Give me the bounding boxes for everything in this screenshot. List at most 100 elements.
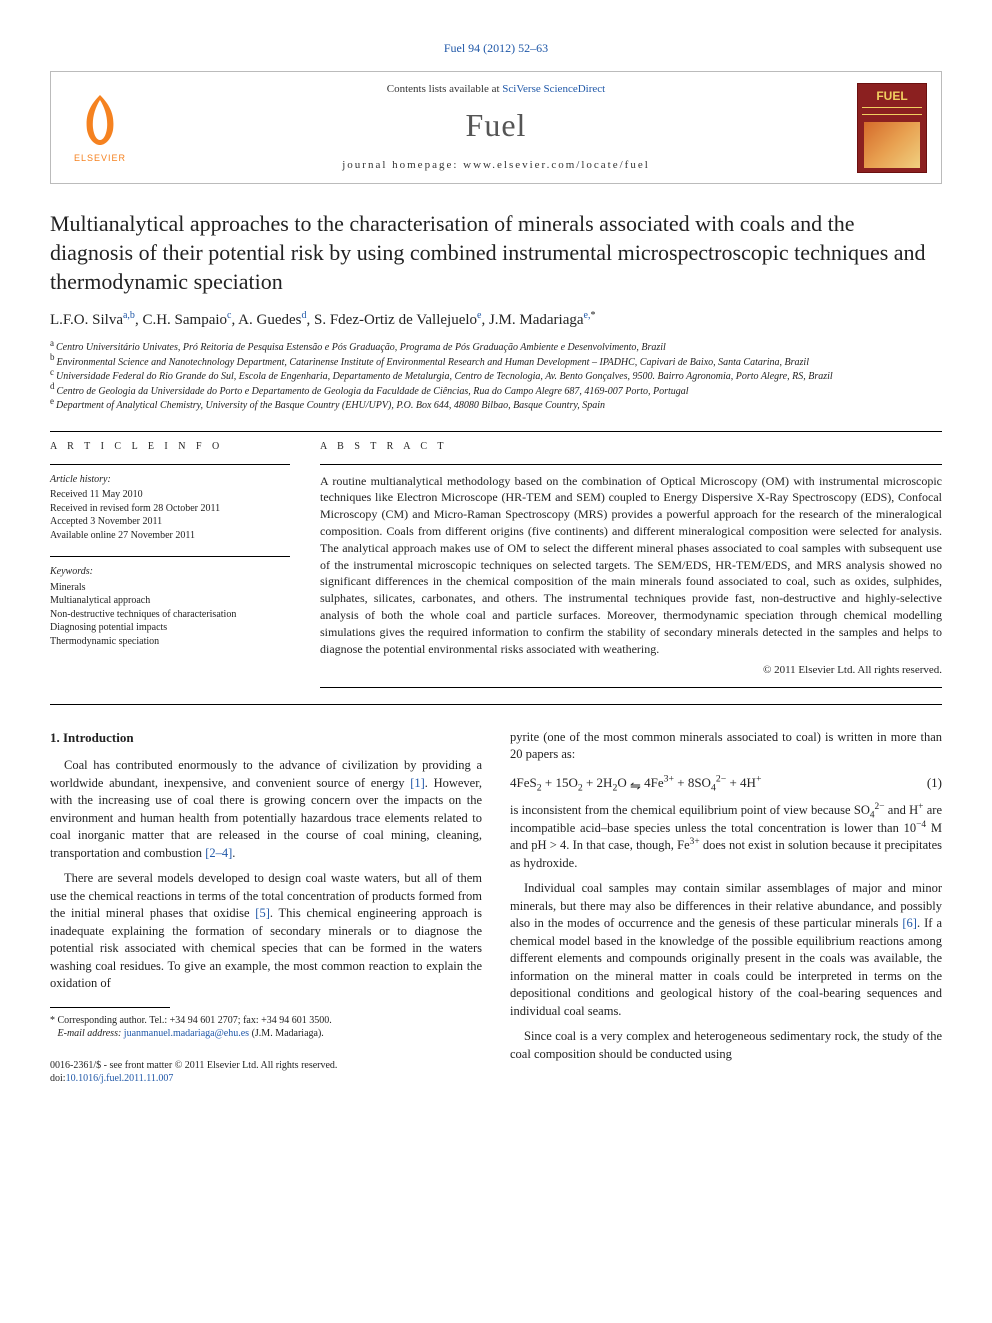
sciencedirect-link[interactable]: SciVerse ScienceDirect bbox=[502, 83, 605, 95]
author-aff-3: e bbox=[477, 310, 481, 321]
keywords-label: Keywords: bbox=[50, 565, 290, 579]
history-1: Received in revised form 28 October 2011 bbox=[50, 502, 290, 516]
author-name-3: S. Fdez-Ortiz de Vallejuelo bbox=[314, 312, 477, 328]
article-history: Article history: Received 11 May 2010 Re… bbox=[50, 473, 290, 543]
intro-para-2: There are several models developed to de… bbox=[50, 870, 482, 993]
masthead: ELSEVIER Contents lists available at Sci… bbox=[50, 71, 942, 185]
equation-1: 4FeS2 + 15O2 + 2H2O ⇌ 4Fe3+ + 8SO42− + 4… bbox=[510, 774, 942, 792]
cite-1[interactable]: [1] bbox=[410, 776, 425, 790]
author-name-2: A. Guedes bbox=[238, 312, 301, 328]
elsevier-logo: ELSEVIER bbox=[65, 83, 135, 173]
history-3: Available online 27 November 2011 bbox=[50, 529, 290, 543]
aff-d-text: Centro de Geologia da Universidade do Po… bbox=[57, 386, 689, 397]
contents-prefix: Contents lists available at bbox=[387, 83, 502, 95]
cover-rule-2 bbox=[862, 114, 922, 115]
equation-1-number: (1) bbox=[912, 774, 942, 792]
author-name-0: L.F.O. Silva bbox=[50, 312, 123, 328]
author-aff-2: d bbox=[302, 310, 307, 321]
author-aff-1: c bbox=[227, 310, 231, 321]
rule-info-2 bbox=[50, 556, 290, 557]
affiliation-c: cUniversidade Federal do Rio Grande do S… bbox=[50, 370, 942, 384]
author-aff-4: e,* bbox=[584, 310, 596, 321]
cover-rule-1 bbox=[862, 107, 922, 108]
keyword-1: Multianalytical approach bbox=[50, 594, 290, 608]
article-info-column: A R T I C L E I N F O Article history: R… bbox=[50, 440, 290, 696]
email-label: E-mail address: bbox=[58, 1028, 124, 1039]
contents-line: Contents lists available at SciVerse Sci… bbox=[149, 82, 843, 97]
keyword-3: Diagnosing potential impacts bbox=[50, 621, 290, 635]
rp3a: Individual coal samples may contain simi… bbox=[510, 881, 942, 930]
elsevier-tree-icon bbox=[75, 90, 125, 150]
author-4: J.M. Madariagae,* bbox=[489, 312, 596, 328]
homepage-url[interactable]: www.elsevier.com/locate/fuel bbox=[463, 159, 650, 171]
rp2a: is inconsistent from the chemical equili… bbox=[510, 803, 870, 817]
affiliation-e: eDepartment of Analytical Chemistry, Uni… bbox=[50, 399, 942, 413]
rule-below-info bbox=[50, 704, 942, 705]
history-0: Received 11 May 2010 bbox=[50, 488, 290, 502]
right-para-4: Since coal is a very complex and heterog… bbox=[510, 1028, 942, 1063]
rule-info-1 bbox=[50, 464, 290, 465]
right-para-2: is inconsistent from the chemical equili… bbox=[510, 802, 942, 872]
affiliation-b: bEnvironmental Science and Nanotechnolog… bbox=[50, 356, 942, 370]
corresponding-label: Corresponding author. Tel.: +34 94 601 2… bbox=[58, 1015, 332, 1026]
cover-image bbox=[864, 122, 920, 168]
rule-above-info bbox=[50, 431, 942, 432]
intro-para-1: Coal has contributed enormously to the a… bbox=[50, 757, 482, 862]
journal-cover-thumb: FUEL bbox=[857, 83, 927, 173]
corresponding-email[interactable]: juanmanuel.madariaga@ehu.es bbox=[124, 1028, 249, 1039]
rp3b: . If a chemical model based in the knowl… bbox=[510, 916, 942, 1018]
body-columns: 1. Introduction Coal has contributed eno… bbox=[50, 729, 942, 1086]
keywords-block: Keywords: Minerals Multianalytical appro… bbox=[50, 565, 290, 648]
elsevier-brand: ELSEVIER bbox=[74, 152, 126, 165]
cite-2-4[interactable]: [2–4] bbox=[205, 846, 232, 860]
section-1-heading: 1. Introduction bbox=[50, 729, 482, 747]
footnote-rule bbox=[50, 1007, 170, 1008]
keyword-4: Thermodynamic speciation bbox=[50, 635, 290, 649]
aff-e-text: Department of Analytical Chemistry, Univ… bbox=[56, 400, 605, 411]
corresponding-star-icon: * bbox=[590, 310, 595, 321]
equation-1-expr: 4FeS2 + 15O2 + 2H2O ⇌ 4Fe3+ + 8SO42− + 4… bbox=[510, 774, 912, 792]
article-info-heading: A R T I C L E I N F O bbox=[50, 440, 290, 454]
author-name-1: C.H. Sampaio bbox=[142, 312, 227, 328]
right-para-1: pyrite (one of the most common minerals … bbox=[510, 729, 942, 764]
top-citation[interactable]: Fuel 94 (2012) 52–63 bbox=[50, 40, 942, 57]
left-column: 1. Introduction Coal has contributed eno… bbox=[50, 729, 482, 1086]
issn-line: 0016-2361/$ - see front matter © 2011 El… bbox=[50, 1059, 482, 1073]
doi-line: doi:10.1016/j.fuel.2011.11.007 bbox=[50, 1072, 482, 1086]
journal-homepage: journal homepage: www.elsevier.com/locat… bbox=[149, 158, 843, 173]
cite-6[interactable]: [6] bbox=[902, 916, 917, 930]
author-list: L.F.O. Silvaa,b, C.H. Sampaioc, A. Guede… bbox=[50, 310, 942, 331]
author-0: L.F.O. Silvaa,b bbox=[50, 312, 135, 328]
author-2: A. Guedesd bbox=[238, 312, 306, 328]
author-aff-0: a,b bbox=[123, 310, 135, 321]
info-abstract-row: A R T I C L E I N F O Article history: R… bbox=[50, 440, 942, 696]
keyword-0: Minerals bbox=[50, 581, 290, 595]
rp2b: and H bbox=[885, 803, 919, 817]
doi-label: doi: bbox=[50, 1073, 66, 1084]
cover-title: FUEL bbox=[876, 88, 907, 105]
affiliations: aCentro Universitário Univates, Pró Reit… bbox=[50, 341, 942, 413]
footnote-star-icon: * bbox=[50, 1015, 55, 1026]
author-1: C.H. Sampaioc bbox=[142, 312, 231, 328]
abstract-column: A B S T R A C T A routine multianalytica… bbox=[320, 440, 942, 696]
abstract-text: A routine multianalytical methodology ba… bbox=[320, 473, 942, 658]
right-column: pyrite (one of the most common minerals … bbox=[510, 729, 942, 1086]
journal-name: Fuel bbox=[149, 103, 843, 148]
affiliation-d: dCentro de Geologia da Universidade do P… bbox=[50, 385, 942, 399]
author-name-4: J.M. Madariaga bbox=[489, 312, 584, 328]
cite-5[interactable]: [5] bbox=[255, 906, 270, 920]
masthead-center: Contents lists available at SciVerse Sci… bbox=[149, 82, 843, 174]
author-3: S. Fdez-Ortiz de Vallejueloe bbox=[314, 312, 481, 328]
abstract-copyright: © 2011 Elsevier Ltd. All rights reserved… bbox=[320, 663, 942, 678]
keyword-2: Non-destructive techniques of characteri… bbox=[50, 608, 290, 622]
corresponding-name: (J.M. Madariaga). bbox=[249, 1028, 324, 1039]
aff-c-text: Universidade Federal do Rio Grande do Su… bbox=[56, 371, 833, 382]
footer-block: 0016-2361/$ - see front matter © 2011 El… bbox=[50, 1059, 482, 1086]
history-label: Article history: bbox=[50, 473, 290, 487]
abstract-heading: A B S T R A C T bbox=[320, 440, 942, 454]
homepage-label: journal homepage: bbox=[342, 159, 463, 171]
rule-abs-2 bbox=[320, 687, 942, 688]
affiliation-a: aCentro Universitário Univates, Pró Reit… bbox=[50, 341, 942, 355]
doi-link[interactable]: 10.1016/j.fuel.2011.11.007 bbox=[66, 1073, 174, 1084]
corresponding-footnote: * Corresponding author. Tel.: +34 94 601… bbox=[50, 1014, 482, 1041]
